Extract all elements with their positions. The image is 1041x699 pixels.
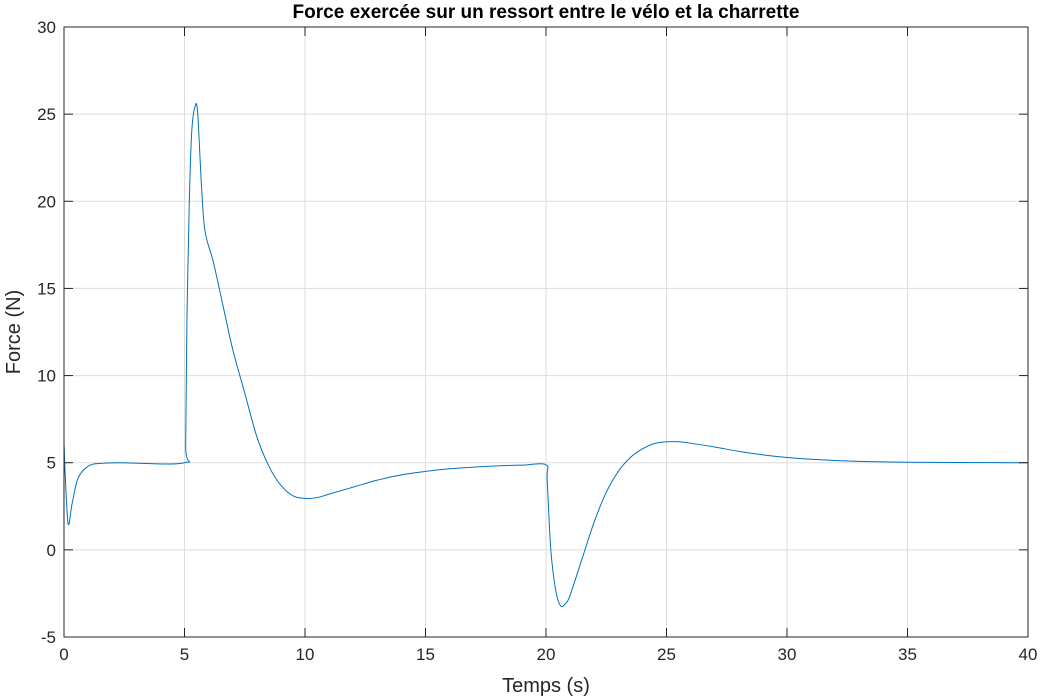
x-tick-label: 40 (1019, 645, 1038, 664)
y-tick-label: -5 (41, 628, 56, 647)
grid (63, 26, 1029, 638)
x-tick-label: 0 (59, 645, 68, 664)
x-tick-label: 10 (296, 645, 315, 664)
y-tick-label: 5 (47, 454, 56, 473)
x-tick-label: 15 (416, 645, 435, 664)
y-tick-label: 0 (47, 541, 56, 560)
x-tick-label: 20 (537, 645, 556, 664)
series-line (63, 102, 1029, 608)
y-axis-label: Force (N) (3, 290, 25, 374)
y-tick-label: 20 (37, 192, 56, 211)
y-tick-label: 15 (37, 279, 56, 298)
x-tick-label: 35 (898, 645, 917, 664)
x-tick-label: 30 (778, 645, 797, 664)
y-tick-label: 30 (37, 18, 56, 37)
y-tick-label: 25 (37, 105, 56, 124)
x-axis-label: Temps (s) (502, 675, 590, 697)
y-tick-label: 10 (37, 367, 56, 386)
chart-title: Force exercée sur un ressort entre le vé… (293, 2, 800, 23)
x-tick-label: 5 (180, 645, 189, 664)
x-tick-label: 25 (657, 645, 676, 664)
